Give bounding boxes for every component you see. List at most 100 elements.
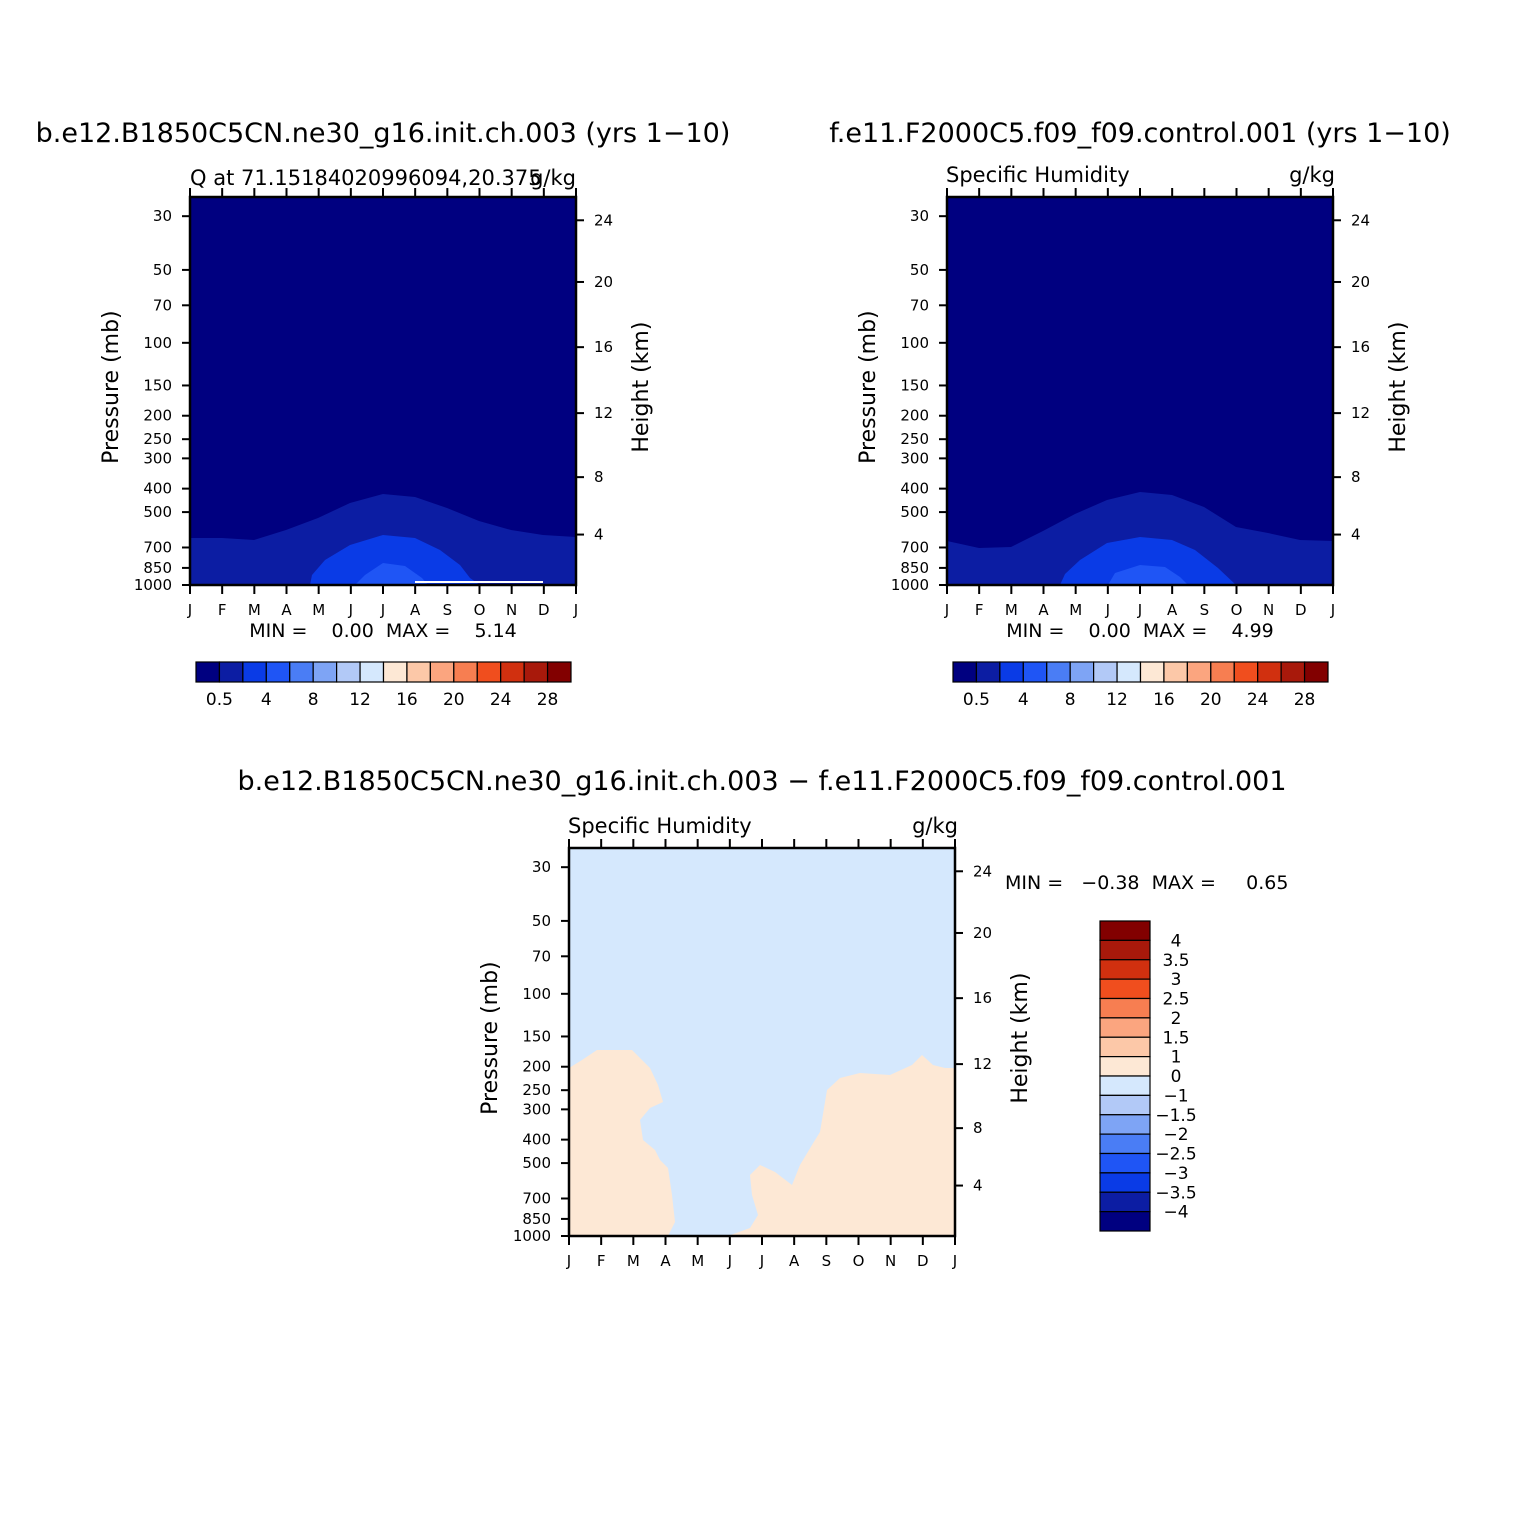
panel-3-contour-positive-right bbox=[728, 1055, 955, 1236]
pressure-tick-label: 700 bbox=[900, 538, 929, 556]
x-tick-label: J bbox=[573, 601, 578, 619]
colorbar-swatch bbox=[1099, 1211, 1151, 1232]
x-tick-label: M bbox=[248, 601, 261, 619]
height-tick-label: 12 bbox=[594, 404, 613, 422]
pressure-tick-label: 30 bbox=[153, 207, 172, 225]
y2-axis-label: Height (km) bbox=[629, 322, 654, 453]
colorbar-swatch bbox=[312, 661, 338, 683]
x-tick-label: F bbox=[597, 1252, 606, 1270]
x-tick-label: O bbox=[1231, 601, 1243, 619]
panel-1: b.e12.B1850C5CN.ne30_g16.init.ch.003 (yr… bbox=[36, 118, 731, 710]
panel-1-contour-2 bbox=[310, 535, 480, 585]
pressure-tick-label: 300 bbox=[143, 449, 172, 467]
colorbar-label: 4 bbox=[1018, 690, 1029, 710]
colorbar-label: 0.5 bbox=[206, 690, 233, 710]
colorbar-swatch bbox=[1099, 1056, 1151, 1077]
x-tick-label: N bbox=[885, 1252, 896, 1270]
colorbar-swatch bbox=[999, 661, 1024, 683]
x-tick-label: M bbox=[691, 1252, 704, 1270]
colorbar-swatch bbox=[1210, 661, 1235, 683]
height-tick-label: 8 bbox=[973, 1119, 983, 1137]
colorbar-swatch bbox=[1099, 959, 1151, 980]
x-tick-label: O bbox=[474, 601, 486, 619]
x-tick-label: F bbox=[975, 601, 984, 619]
panel-3-title: b.e12.B1850C5CN.ne30_g16.init.ch.003 − f… bbox=[237, 766, 1286, 797]
panel-2-colorbar: 0.5 4 8 12 16 20 24 28 bbox=[952, 661, 1329, 710]
height-tick-label: 20 bbox=[594, 273, 613, 291]
panel-2-title: f.e11.F2000C5.f09_f09.control.001 (yrs 1… bbox=[829, 118, 1451, 149]
pressure-tick-label: 1000 bbox=[891, 576, 929, 594]
colorbar-label: 20 bbox=[443, 690, 465, 710]
pressure-tick-label: 250 bbox=[522, 1081, 551, 1099]
colorbar-swatch bbox=[1099, 1191, 1151, 1213]
x-tick-label: J bbox=[1105, 601, 1110, 619]
colorbar-swatch bbox=[1099, 997, 1151, 1019]
x-tick-label: J bbox=[1330, 601, 1335, 619]
pressure-tick-label: 200 bbox=[143, 407, 172, 425]
height-tick-label: 20 bbox=[1351, 273, 1370, 291]
pressure-tick-label: 300 bbox=[900, 449, 929, 467]
panel-3-minmax: MIN = −0.38 MAX = 0.65 bbox=[1005, 872, 1288, 894]
height-tick-label: 8 bbox=[1351, 468, 1361, 486]
panel-1-minmax: MIN = 0.00 MAX = 5.14 bbox=[249, 620, 517, 642]
colorbar-swatch bbox=[1099, 920, 1151, 941]
x-tick-label: S bbox=[822, 1252, 832, 1270]
colorbar-label: 12 bbox=[1106, 690, 1128, 710]
panel-1-title: b.e12.B1850C5CN.ne30_g16.init.ch.003 (yr… bbox=[36, 118, 731, 149]
colorbar-label: 0 bbox=[1171, 1067, 1182, 1087]
colorbar-label: −4 bbox=[1163, 1203, 1188, 1223]
x-tick-label: M bbox=[312, 601, 325, 619]
x-tick-label: A bbox=[281, 601, 292, 619]
panel-3-right-label: g/kg bbox=[912, 814, 958, 838]
height-tick-label: 4 bbox=[594, 526, 604, 544]
colorbar-swatch bbox=[1099, 1094, 1151, 1116]
colorbar-swatch bbox=[975, 661, 1001, 683]
panel-3: b.e12.B1850C5CN.ne30_g16.init.ch.003 − f… bbox=[237, 766, 1288, 1270]
colorbar-swatch bbox=[382, 661, 408, 683]
height-tick-label: 24 bbox=[594, 211, 613, 229]
height-tick-label: 16 bbox=[973, 989, 992, 1007]
colorbar-swatch bbox=[218, 661, 244, 683]
x-tick-label: N bbox=[506, 601, 517, 619]
colorbar-label: −1.5 bbox=[1155, 1106, 1196, 1126]
colorbar-label: 3.5 bbox=[1162, 951, 1189, 971]
colorbar-swatch bbox=[476, 661, 502, 683]
y-axis-label: Pressure (mb) bbox=[856, 310, 881, 464]
colorbar-label: 8 bbox=[1065, 690, 1076, 710]
colorbar-swatch bbox=[406, 661, 431, 683]
panel-3-colorbar: 43.532.521.510−1−1.5−2−2.5−3−3.5−4 bbox=[1099, 920, 1197, 1232]
pressure-tick-label: 30 bbox=[910, 207, 929, 225]
panel-1-contour-4 bbox=[355, 563, 428, 585]
colorbar-label: 28 bbox=[1294, 690, 1316, 710]
x-tick-label: M bbox=[1069, 601, 1082, 619]
pressure-tick-label: 1000 bbox=[134, 576, 172, 594]
colorbar-swatch bbox=[1099, 939, 1151, 961]
height-tick-label: 24 bbox=[973, 862, 992, 880]
x-tick-label: J bbox=[380, 601, 385, 619]
panel-1-right-label: g/kg bbox=[530, 166, 576, 190]
pressure-tick-label: 100 bbox=[143, 334, 172, 352]
height-tick-label: 12 bbox=[973, 1055, 992, 1073]
colorbar-label: 4 bbox=[1171, 931, 1182, 951]
x-tick-label: S bbox=[443, 601, 453, 619]
x-tick-label: J bbox=[944, 601, 949, 619]
y-axis-label: Pressure (mb) bbox=[99, 310, 124, 464]
pressure-tick-label: 30 bbox=[532, 858, 551, 876]
colorbar-swatch bbox=[1303, 661, 1329, 683]
colorbar-label: 2 bbox=[1171, 1009, 1182, 1029]
pressure-tick-label: 100 bbox=[522, 985, 551, 1003]
colorbar-swatch bbox=[952, 661, 978, 683]
pressure-tick-label: 500 bbox=[143, 503, 172, 521]
colorbar-swatch bbox=[1046, 661, 1071, 683]
colorbar-swatch bbox=[453, 661, 478, 683]
colorbar-swatch bbox=[1257, 661, 1282, 683]
colorbar-swatch bbox=[1099, 1172, 1151, 1193]
pressure-tick-label: 500 bbox=[522, 1154, 551, 1172]
x-tick-label: J bbox=[727, 1252, 732, 1270]
panel-1-colorbar: 0.5 4 8 12 16 20 24 28 bbox=[195, 661, 572, 710]
